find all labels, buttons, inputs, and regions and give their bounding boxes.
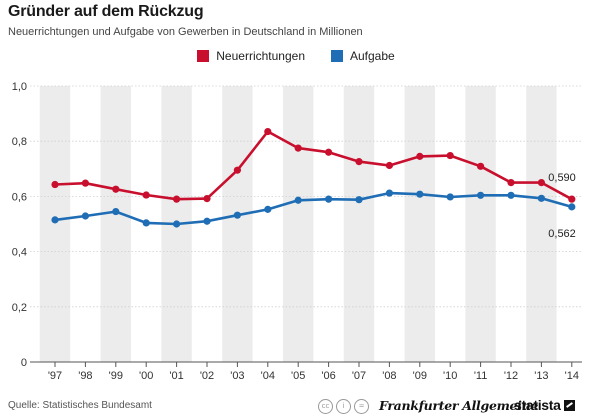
x-tick-label: '00 [139,370,153,382]
data-point [51,180,59,189]
statista-icon [563,399,575,411]
x-tick-label: '11 [474,370,488,382]
x-tick-label: '07 [352,370,366,382]
legend-label-neuerrichtungen: Neuerrichtungen [216,49,305,63]
data-point [507,191,515,199]
x-tick-label: '04 [261,370,275,382]
x-tick-label: '10 [443,370,457,382]
data-point [264,205,272,213]
data-point [233,211,241,219]
x-tick-label: '97 [48,370,62,382]
data-point [325,195,333,203]
data-point [446,151,454,160]
y-tick-label: 1,0 [12,81,27,93]
data-point [477,191,485,199]
data-point [385,161,393,170]
by-icon: i [336,399,351,414]
data-point [385,189,393,197]
cc-icon: cc [318,399,333,414]
legend-label-aufgabe: Aufgabe [350,49,395,63]
grid-band [343,86,375,362]
y-tick-label: 0,2 [12,302,27,314]
grid-band [404,86,435,362]
data-point [203,195,211,203]
line-chart: 0 0,2 0,4 0,6 0,8 1,0 '97 '98 '99 '00 '01 '02 '03 '04… [12,81,582,382]
y-tick-label: 0,4 [12,247,27,259]
legend: Neuerrichtungen Aufgabe [0,49,592,63]
x-tick-label: '13 [534,370,548,382]
legend-swatch-neuerrichtungen [197,50,210,62]
data-point [355,158,363,166]
x-tick-label: '01 [169,370,183,382]
data-point [294,196,302,204]
data-point [568,195,576,203]
end-value-label: 0,562 [548,228,576,240]
x-tick-label: '99 [109,370,123,382]
grid-band [283,86,314,362]
nd-icon: = [354,399,369,414]
data-point [264,127,272,136]
x-tick-label: '98 [78,370,92,382]
grid-band [222,86,253,362]
chart-subtitle: Neuerrichtungen und Aufgabe von Gewerben… [8,26,363,38]
data-point [477,162,485,170]
data-point [537,194,546,202]
x-tick-label: '03 [230,370,244,382]
x-tick-label: '09 [413,370,427,382]
data-point [446,193,454,201]
data-point [142,191,150,199]
data-point [416,190,424,198]
legend-item-aufgabe: Aufgabe [331,49,395,63]
legend-item-neuerrichtungen: Neuerrichtungen [197,49,305,63]
series-line-aufgabe [54,191,573,226]
y-tick-label: 0,8 [12,136,27,148]
data-point [537,179,546,187]
data-point [294,144,302,152]
data-point [203,217,211,225]
publisher-logo: Frankfurter Allgemeine [379,398,539,413]
data-point [416,152,424,160]
source-note: Quelle: Statistisches Bundesamt [8,400,152,411]
x-tick-label: '14 [565,370,579,382]
y-tick-label: 0 [21,357,27,369]
x-tick-label: '08 [382,370,396,382]
data-point [81,179,89,187]
data-point [51,216,59,224]
data-point [112,207,120,216]
end-value-label: 0,590 [548,172,576,184]
y-tick-label: 0,6 [12,191,27,203]
x-tick-label: '02 [200,370,214,382]
statista-logo: statista [514,397,575,413]
data-point [173,195,181,203]
statista-wordmark: statista [514,397,561,413]
data-point [568,203,576,211]
x-tick-label: '12 [504,370,518,382]
data-point [355,196,363,204]
grid-band [526,86,557,362]
series-line-neuerrichtungen [54,130,573,201]
license-icons: cc i = [318,399,369,414]
chart-title: Gründer auf dem Rückzug [8,3,204,20]
grid-band [100,86,131,362]
data-point [112,185,120,193]
legend-swatch-aufgabe [331,50,343,62]
grid-band [465,86,496,362]
data-point [81,212,89,220]
data-point [325,148,333,156]
grid-band [39,86,71,362]
data-point [142,219,150,227]
data-point [507,179,515,187]
footer: Quelle: Statistisches Bundesamt cc i = F… [0,397,592,416]
data-point [233,166,241,174]
x-tick-label: '05 [291,370,305,382]
data-point [173,220,181,228]
x-tick-label: '06 [321,370,335,382]
